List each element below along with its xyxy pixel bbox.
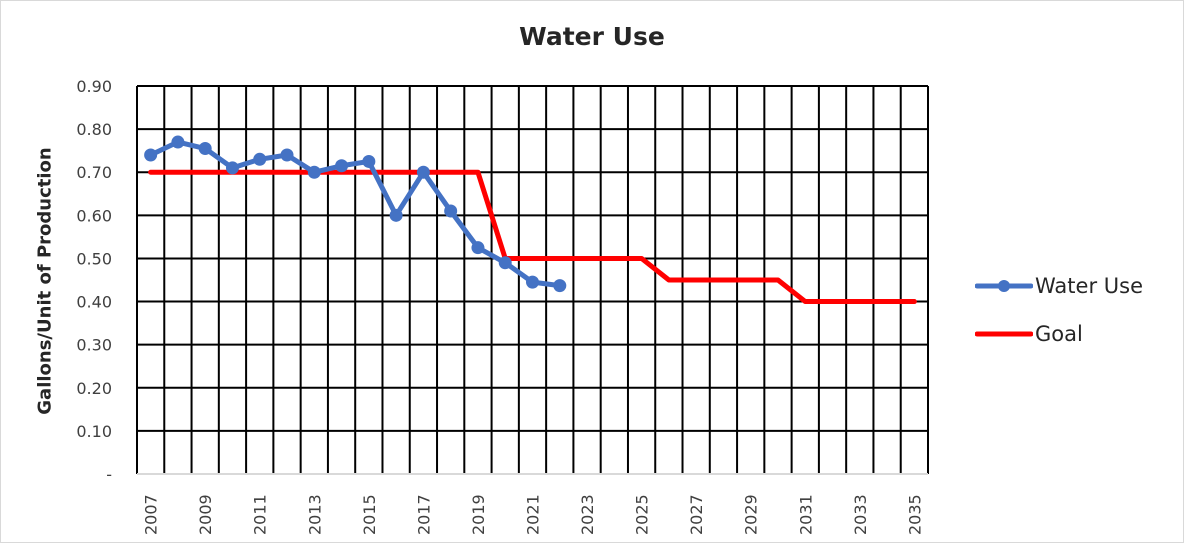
data-point-water-use [416, 165, 430, 179]
x-tick-label: 2009 [196, 494, 215, 535]
data-point-water-use [307, 165, 321, 179]
x-tick-label: 2027 [687, 494, 706, 535]
legend-item-goal: Goal [975, 310, 1143, 358]
y-tick-label: 0.10 [76, 422, 112, 441]
y-tick-label: 0.80 [76, 120, 112, 139]
y-tick-label: 0.20 [76, 379, 112, 398]
data-point-water-use [362, 154, 376, 168]
x-tick-label: 2013 [305, 494, 324, 535]
y-tick-label: 0.70 [76, 163, 112, 182]
series-line-goal [148, 169, 917, 305]
x-tick-label: 2029 [742, 494, 761, 535]
x-tick-label: 2007 [142, 494, 161, 535]
x-tick-label: 2033 [851, 494, 870, 535]
y-tick-label: 0.60 [76, 206, 112, 225]
data-point-water-use [553, 279, 567, 293]
y-tick-label: 0.30 [76, 336, 112, 355]
data-point-water-use [171, 135, 185, 149]
data-point-water-use [198, 142, 212, 156]
data-point-water-use [225, 161, 239, 175]
data-point-water-use [389, 208, 403, 222]
chart-title: Water Use [519, 22, 665, 51]
legend: Water Use Goal [975, 262, 1143, 358]
legend-label-water-use: Water Use [1035, 274, 1143, 298]
x-tick-label: 2019 [469, 494, 488, 535]
legend-swatch-goal [975, 331, 1033, 337]
x-tick-label: 2025 [633, 494, 652, 535]
x-tick-label: 2017 [414, 494, 433, 535]
x-tick-label: 2021 [524, 494, 543, 535]
y-tick-label: - [106, 465, 112, 484]
series-line-water-use [148, 139, 563, 289]
data-point-water-use [253, 152, 267, 166]
x-tick-label: 2011 [251, 494, 270, 535]
y-tick-label: 0.40 [76, 293, 112, 312]
x-tick-label: 2023 [578, 494, 597, 535]
data-point-water-use [144, 148, 158, 162]
data-point-water-use [498, 256, 512, 270]
x-tick-label: 2031 [796, 494, 815, 535]
legend-label-goal: Goal [1035, 322, 1083, 346]
data-point-water-use [526, 275, 539, 289]
x-tick-label: 2035 [905, 494, 924, 535]
data-point-water-use [444, 204, 458, 218]
data-point-water-use [280, 148, 294, 162]
x-tick-label: 2015 [360, 494, 379, 535]
legend-item-water-use: Water Use [975, 262, 1143, 310]
data-point-water-use [471, 241, 485, 255]
y-tick-label: 0.90 [76, 77, 112, 96]
data-point-water-use [335, 159, 349, 173]
y-tick-label: 0.50 [76, 249, 112, 268]
legend-swatch-water-use [975, 280, 1033, 292]
